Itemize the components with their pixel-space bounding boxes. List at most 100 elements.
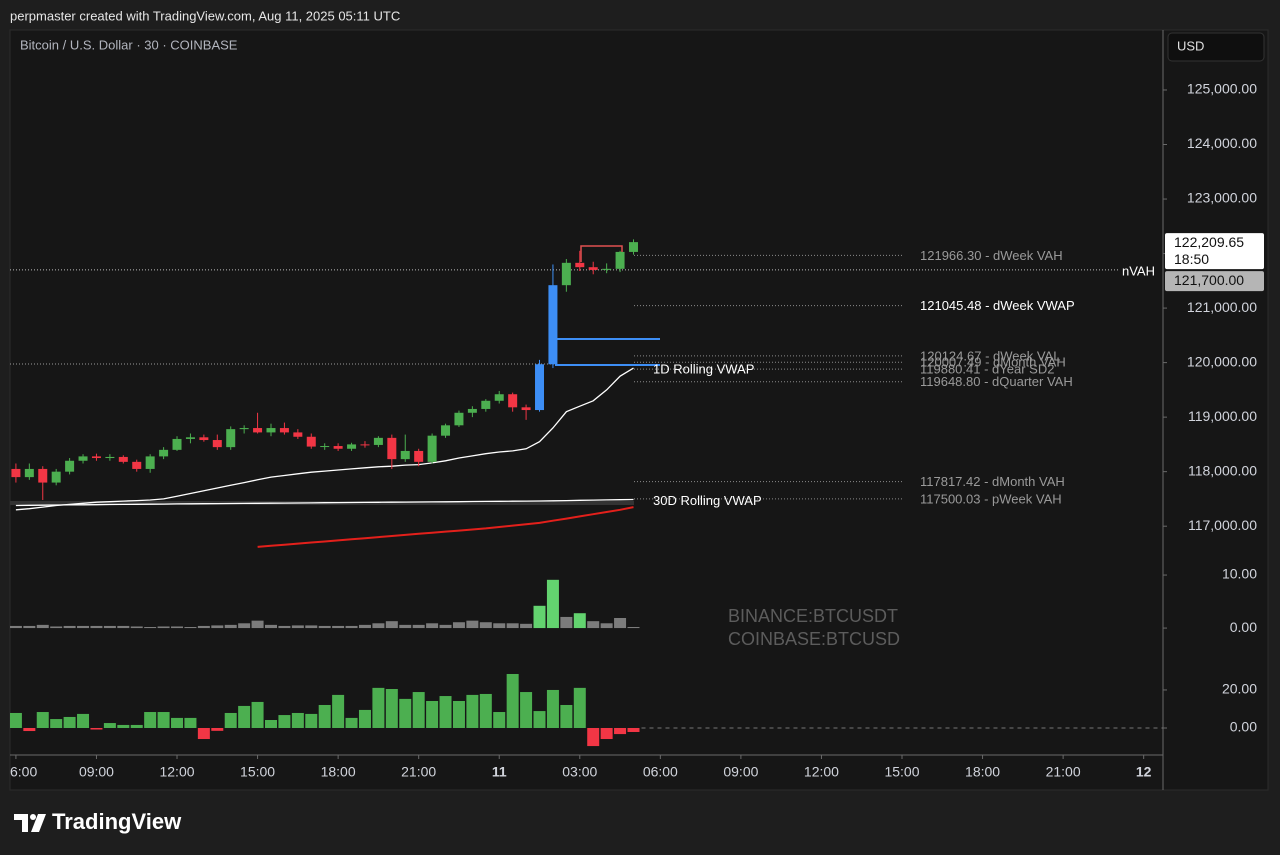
price-tag xyxy=(1165,271,1264,292)
bar xyxy=(600,727,613,740)
indicator-label: 1D Rolling VWAP xyxy=(653,362,754,377)
bar xyxy=(452,622,465,629)
currency-label[interactable]: USD xyxy=(1177,38,1204,53)
bar xyxy=(533,605,546,629)
price-tag-countdown: 18:50 xyxy=(1174,251,1209,267)
bar xyxy=(63,625,76,629)
y-tick-label: 0.00 xyxy=(1230,719,1257,735)
bar xyxy=(466,694,479,728)
indicator-label: 30D Rolling VWAP xyxy=(653,493,762,508)
y-tick-label: 125,000.00 xyxy=(1187,81,1257,97)
candle-body xyxy=(172,438,182,450)
candle-body xyxy=(159,449,169,457)
candle-body xyxy=(132,461,142,469)
candle-body xyxy=(373,437,383,445)
bar xyxy=(627,627,640,629)
x-tick-label: 12:00 xyxy=(159,764,194,780)
candle-body xyxy=(91,456,101,459)
bar xyxy=(171,717,184,728)
bar xyxy=(36,624,49,629)
candle-body xyxy=(239,428,249,430)
drawn-range xyxy=(580,245,623,262)
candle-body xyxy=(266,428,276,433)
level-label: 120007.49 - dMonth VAH xyxy=(920,355,1066,370)
candle-body xyxy=(65,460,75,472)
bar xyxy=(493,623,506,629)
bar xyxy=(117,625,130,629)
bar xyxy=(171,626,184,629)
bar xyxy=(238,705,251,728)
bar xyxy=(479,693,492,728)
bar xyxy=(385,689,398,728)
x-tick-label: 12 xyxy=(1136,764,1152,780)
candle-body xyxy=(333,446,343,449)
candle-body xyxy=(24,468,34,478)
x-tick-label: 03:00 xyxy=(562,764,597,780)
price-tag xyxy=(1165,233,1264,270)
level-label: 117500.03 - pWeek VAH xyxy=(920,491,1062,506)
candle-body xyxy=(481,400,491,409)
y-tick-label: 0.00 xyxy=(1230,619,1257,635)
bar xyxy=(211,727,224,731)
bar xyxy=(130,724,143,728)
level-label: 119648.80 - dQuarter VAH xyxy=(920,374,1073,389)
bar xyxy=(10,625,22,629)
candle-body xyxy=(226,429,236,448)
candle-body xyxy=(615,251,625,269)
brand: TradingView xyxy=(52,809,182,834)
bar xyxy=(211,625,224,629)
x-tick-label: 15:00 xyxy=(240,764,275,780)
bar xyxy=(157,626,170,629)
candle-body xyxy=(118,456,128,462)
logo-part xyxy=(14,814,28,832)
level-label: 121045.48 - dWeek VWAP xyxy=(920,298,1075,313)
bar xyxy=(157,712,170,728)
bar xyxy=(90,727,103,730)
bar xyxy=(103,723,116,728)
symbol-title: Bitcoin / U.S. Dollar · 30 · COINBASE xyxy=(20,37,238,52)
candle-body xyxy=(535,364,545,411)
y-tick-label: 119,000.00 xyxy=(1188,408,1257,424)
bar xyxy=(385,621,398,629)
bar xyxy=(546,689,559,728)
indicator-line xyxy=(257,506,634,548)
watermark: COINBASE:BTCUSD xyxy=(728,629,900,649)
y-tick-label: 10.00 xyxy=(1222,566,1257,582)
level-label: 119880.41 - dYear SD2 xyxy=(920,362,1054,377)
level-label: 121966.30 - dWeek VAH xyxy=(920,248,1063,263)
candle-body xyxy=(145,456,155,469)
bar xyxy=(103,625,116,629)
candle-body xyxy=(508,394,518,408)
bar xyxy=(184,717,197,728)
reference-label: nVAH xyxy=(1122,263,1155,278)
bar xyxy=(614,727,627,735)
bar xyxy=(197,625,210,629)
bar xyxy=(36,712,49,728)
chart-frame xyxy=(9,29,1269,791)
candle-body xyxy=(427,435,437,462)
x-tick-label: 6:00 xyxy=(10,764,37,780)
indicator-line xyxy=(15,498,634,507)
bar xyxy=(372,623,385,629)
bar xyxy=(50,719,63,728)
bar xyxy=(560,616,573,629)
bar xyxy=(426,623,439,629)
price-tag-label: 122,209.65 xyxy=(1174,234,1244,250)
x-tick-label: 21:00 xyxy=(1046,764,1081,780)
bar xyxy=(318,625,331,629)
x-tick-label: 18:00 xyxy=(321,764,356,780)
currency-button[interactable] xyxy=(1167,32,1265,62)
bar xyxy=(587,727,600,747)
candle-body xyxy=(279,428,289,433)
brand-logo xyxy=(14,814,46,832)
bar xyxy=(520,692,533,728)
candle-body xyxy=(575,262,585,268)
candle-body xyxy=(414,450,424,462)
bar xyxy=(358,624,371,629)
candle-body xyxy=(51,471,61,483)
bar xyxy=(238,623,251,629)
candle-body xyxy=(320,446,330,448)
bar xyxy=(251,620,264,629)
